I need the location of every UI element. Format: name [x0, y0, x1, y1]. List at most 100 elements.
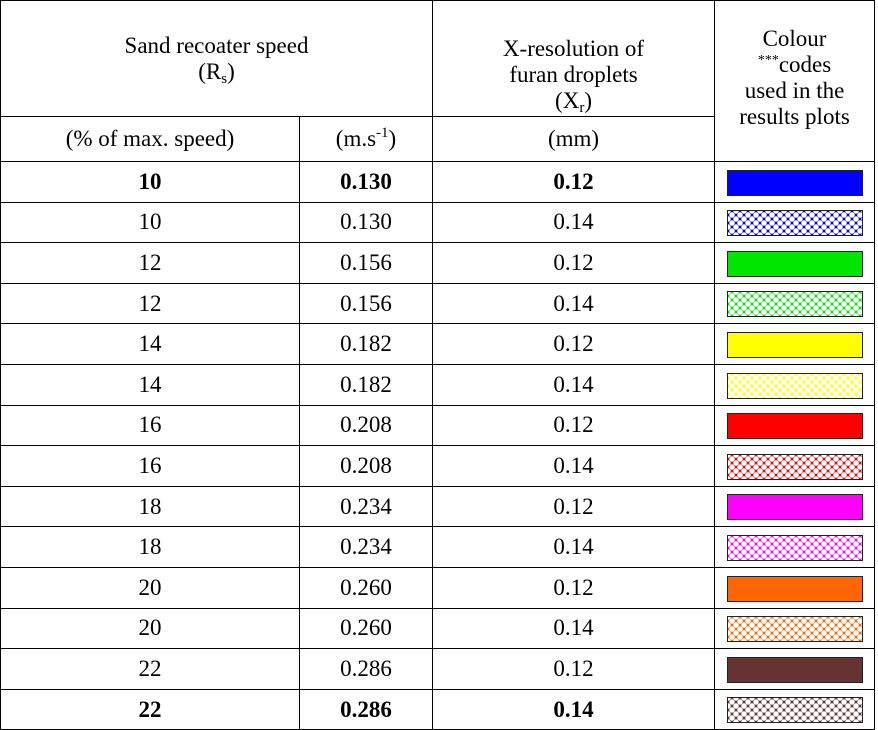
colour-line2: ***codes [757, 52, 832, 77]
speed-cell: 0.130 [298, 201, 434, 244]
header-row-main: Sand recoater speed (Rs) X-resolution of… [0, 0, 876, 162]
xres-cell: 0.14 [432, 282, 716, 325]
speed-cell: 0.208 [298, 404, 434, 447]
patterned-colour-swatch [726, 616, 863, 643]
percent-cell: 12 [0, 242, 300, 284]
colour-swatch-cell [714, 363, 876, 406]
patterned-colour-swatch [726, 372, 863, 399]
xres-line2: furan droplets [509, 62, 638, 87]
colour-swatch-cell [714, 201, 876, 244]
percent-cell: 20 [0, 607, 300, 650]
speed-cell: 0.208 [298, 445, 434, 487]
solid-colour-swatch [726, 656, 863, 683]
speed-cell: 0.130 [298, 161, 434, 203]
colour-swatch-cell [714, 323, 876, 365]
speed-cell: 0.234 [298, 526, 434, 568]
table-row: 22 0.286 0.12 [0, 648, 876, 690]
header-row-units: (% of max. speed) (m.s-1) (mm) [0, 116, 875, 162]
colour-line3: used in the [744, 78, 845, 103]
percent-cell: 10 [0, 201, 300, 244]
percent-cell: 18 [0, 526, 300, 568]
percent-cell: 14 [0, 363, 300, 406]
patterned-colour-swatch [726, 453, 863, 480]
xres-cell: 0.14 [432, 201, 716, 244]
solid-colour-swatch [726, 575, 863, 602]
recoater-speed-symbol: (Rs) [198, 58, 235, 87]
table-row: 12 0.156 0.14 [0, 282, 876, 325]
table-row: 22 0.286 0.14 [0, 688, 876, 730]
solid-colour-swatch [726, 494, 863, 521]
xres-header: X-resolution of furan droplets (Xr) [432, 0, 716, 117]
colour-swatch-cell [714, 688, 876, 730]
percent-cell: 16 [0, 445, 300, 487]
percent-cell: 16 [0, 404, 300, 447]
speed-cell: 0.286 [298, 648, 434, 690]
colour-swatch-cell [714, 607, 876, 650]
patterned-colour-swatch [726, 535, 863, 561]
xres-cell: 0.12 [432, 485, 716, 528]
colour-swatch-cell [714, 566, 876, 609]
patterned-colour-swatch [726, 291, 863, 318]
colour-swatch-cell [714, 485, 876, 528]
table-row: 20 0.260 0.14 [0, 607, 876, 650]
recoater-speed-header: Sand recoater speed (Rs) [0, 0, 434, 117]
percent-cell: 22 [0, 648, 300, 690]
table-row: 18 0.234 0.14 [0, 526, 876, 568]
solid-colour-swatch [726, 413, 863, 440]
table-row: 16 0.208 0.14 [0, 445, 876, 487]
patterned-colour-swatch [726, 210, 863, 237]
colour-swatch-cell [714, 161, 876, 203]
colour-swatch-cell [714, 445, 876, 487]
xres-line1: X-resolution of [502, 36, 645, 61]
colour-codes-header: Colour ***codes used in the results plot… [714, 0, 876, 162]
colour-swatch-cell [714, 526, 876, 568]
table-row: 10 0.130 0.12 [0, 161, 876, 203]
table-row: 14 0.182 0.14 [0, 363, 876, 406]
unit-percent: (% of max. speed) [0, 116, 300, 162]
xres-cell: 0.14 [432, 526, 716, 568]
colour-swatch-cell [714, 282, 876, 325]
speed-cell: 0.156 [298, 242, 434, 284]
table-row: 18 0.234 0.12 [0, 485, 876, 528]
speed-cell: 0.260 [298, 566, 434, 609]
table-row: 14 0.182 0.12 [0, 323, 876, 365]
solid-colour-swatch [726, 250, 863, 277]
xres-cell: 0.14 [432, 363, 716, 406]
xres-cell: 0.12 [432, 242, 716, 284]
percent-cell: 18 [0, 485, 300, 528]
xres-cell: 0.12 [432, 404, 716, 447]
speed-cell: 0.234 [298, 485, 434, 528]
speed-cell: 0.182 [298, 363, 434, 406]
solid-colour-swatch [726, 169, 863, 196]
colour-swatch-cell [714, 242, 876, 284]
colour-swatch-cell [714, 648, 876, 690]
xres-cell: 0.14 [432, 445, 716, 487]
unit-speed: (m.s-1) [298, 116, 434, 162]
speed-cell: 0.260 [298, 607, 434, 650]
speed-cell: 0.286 [298, 688, 434, 730]
percent-cell: 12 [0, 282, 300, 325]
colour-line1: Colour [762, 26, 827, 51]
colour-swatch-cell [714, 404, 876, 447]
xres-cell: 0.14 [432, 607, 716, 650]
xres-cell: 0.12 [432, 566, 716, 609]
table-row: 20 0.260 0.12 [0, 566, 876, 609]
unit-mm: (mm) [432, 116, 716, 162]
table-row: 12 0.156 0.12 [0, 242, 876, 284]
xres-symbol: (Xr) [555, 88, 592, 116]
xres-cell: 0.12 [432, 323, 716, 365]
xres-cell: 0.14 [432, 688, 716, 730]
solid-colour-swatch [726, 332, 863, 359]
percent-cell: 22 [0, 688, 300, 730]
table-row: 10 0.130 0.14 [0, 201, 876, 244]
speed-cell: 0.182 [298, 323, 434, 365]
recoater-speed-title: Sand recoater speed [124, 32, 309, 58]
xres-cell: 0.12 [432, 161, 716, 203]
table-row: 16 0.208 0.12 [0, 404, 876, 447]
percent-cell: 20 [0, 566, 300, 609]
percent-cell: 10 [0, 161, 300, 203]
colour-line4: results plots [739, 104, 850, 129]
speed-cell: 0.156 [298, 282, 434, 325]
percent-cell: 14 [0, 323, 300, 365]
